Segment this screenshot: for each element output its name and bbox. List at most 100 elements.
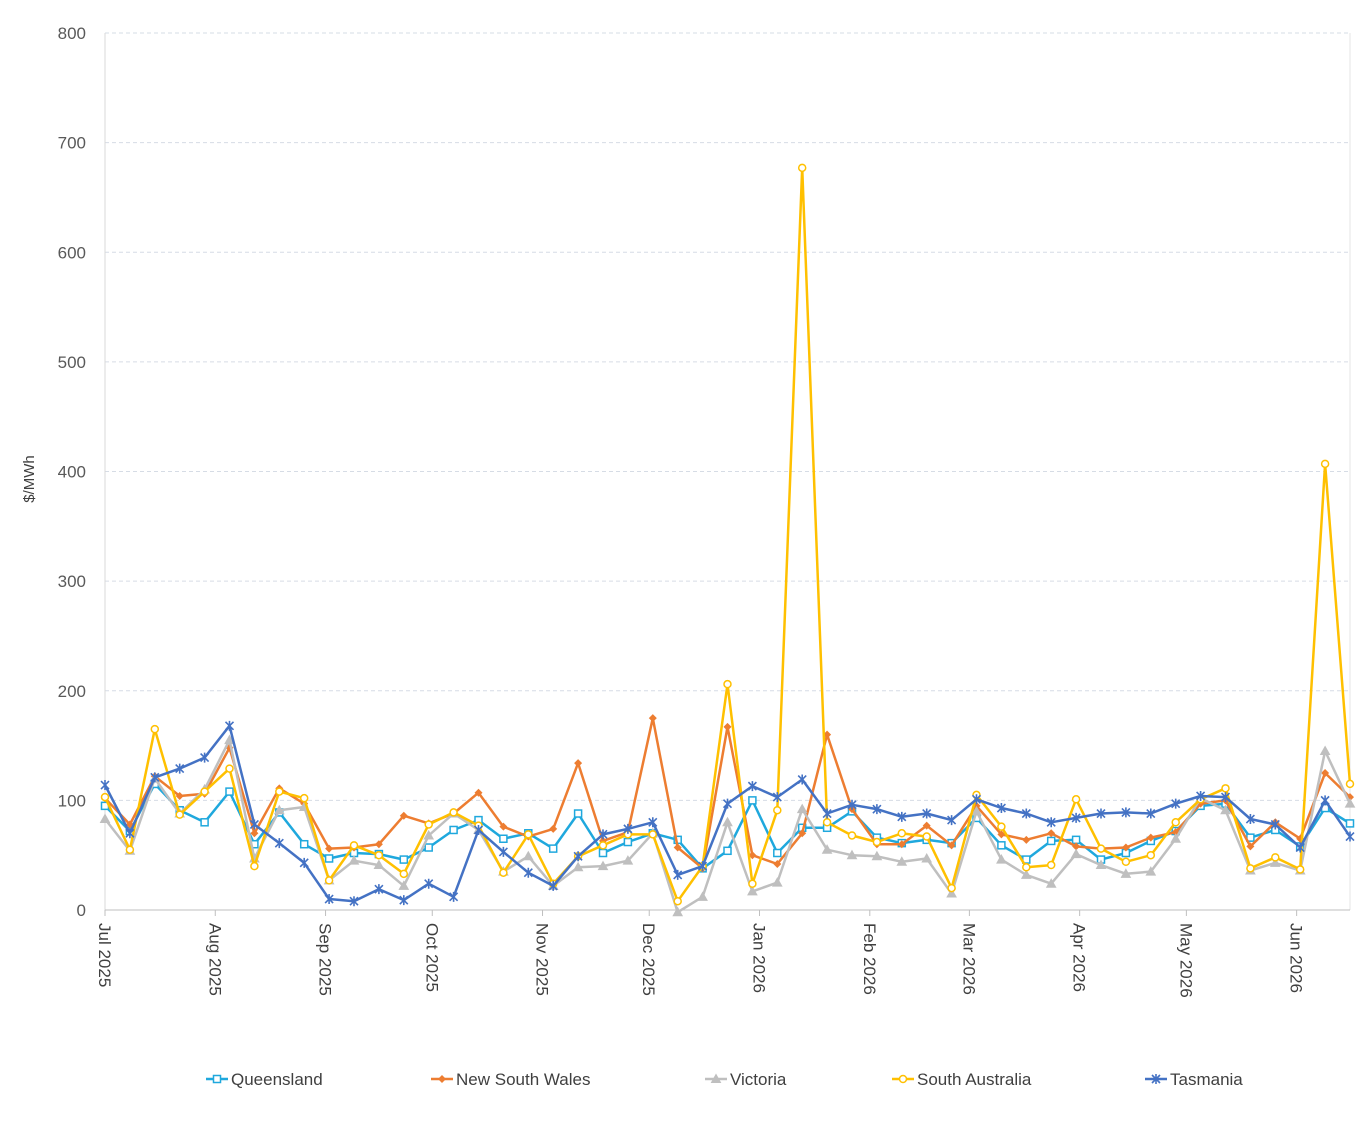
data-point-south-australia — [872, 837, 882, 847]
data-point-victoria — [996, 854, 1007, 864]
data-point-tasmania — [1171, 798, 1181, 809]
legend-item-queensland: Queensland — [206, 1070, 323, 1089]
legend-item-victoria: Victoria — [705, 1070, 787, 1089]
data-point-tasmania — [399, 895, 409, 906]
data-point-tasmania — [673, 869, 683, 880]
data-point-south-australia — [1271, 853, 1280, 862]
data-point-tasmania — [747, 781, 757, 792]
data-point-tasmania — [648, 817, 658, 828]
data-point-south-australia — [598, 841, 608, 850]
data-point-south-australia — [1121, 857, 1131, 867]
x-tick-label: Jan 2026 — [750, 923, 769, 993]
y-tick-label: 0 — [77, 901, 86, 920]
y-tick-label: 600 — [58, 243, 86, 262]
data-point-south-australia — [1022, 862, 1031, 872]
data-point-south-australia — [748, 879, 757, 888]
series-group — [99, 163, 1356, 917]
data-point-victoria — [1269, 857, 1281, 867]
data-point-queensland — [424, 843, 433, 852]
data-point-new-south-wales — [325, 844, 334, 853]
legend-marker-new-south-wales — [438, 1075, 446, 1083]
data-point-new-south-wales — [648, 714, 657, 723]
series-tasmania — [100, 720, 1355, 907]
data-point-tasmania — [1021, 808, 1031, 819]
data-point-south-australia — [1320, 459, 1330, 469]
data-point-south-australia — [125, 845, 135, 854]
data-point-tasmania — [996, 803, 1006, 814]
data-point-tasmania — [449, 891, 459, 902]
data-point-new-south-wales — [1072, 842, 1081, 851]
axes — [104, 33, 1351, 911]
data-point-south-australia — [1146, 850, 1156, 860]
data-point-queensland — [623, 837, 633, 847]
data-point-south-australia — [200, 787, 209, 796]
data-point-tasmania — [349, 896, 359, 907]
data-point-victoria — [1120, 868, 1132, 878]
data-point-south-australia — [524, 830, 533, 839]
data-point-tasmania — [1345, 831, 1355, 842]
data-point-queensland — [723, 846, 732, 856]
data-point-tasmania — [200, 752, 210, 763]
x-tick-label: May 2026 — [1176, 923, 1195, 998]
data-point-new-south-wales — [897, 840, 906, 849]
data-point-new-south-wales — [1246, 842, 1255, 851]
data-point-new-south-wales — [549, 824, 558, 833]
data-point-south-australia — [1295, 865, 1305, 874]
data-point-tasmania — [150, 772, 160, 783]
x-tick-label: Nov 2025 — [533, 923, 552, 996]
data-point-queensland — [573, 809, 583, 818]
y-tick-label: 400 — [58, 463, 86, 482]
data-point-tasmania — [971, 794, 982, 805]
data-point-tasmania — [1121, 807, 1131, 818]
y-tick-label: 700 — [58, 134, 86, 153]
data-point-new-south-wales — [574, 759, 583, 768]
y-tick-label: 500 — [58, 353, 86, 372]
data-point-victoria — [672, 906, 684, 917]
data-point-victoria — [597, 860, 609, 871]
data-point-victoria — [1070, 848, 1082, 859]
data-point-victoria — [697, 891, 708, 901]
x-tick-label: Feb 2026 — [860, 923, 879, 995]
x-tick-label: Apr 2026 — [1070, 923, 1089, 992]
data-point-queensland — [299, 839, 309, 849]
data-point-new-south-wales — [250, 829, 259, 838]
y-tick-label: 100 — [58, 791, 86, 810]
data-point-victoria — [1020, 869, 1032, 879]
data-point-south-australia — [847, 831, 857, 840]
data-point-south-australia — [449, 808, 458, 817]
data-point-victoria — [99, 813, 111, 824]
data-point-victoria — [821, 844, 833, 854]
data-point-victoria — [522, 850, 534, 861]
x-tick-label: Oct 2025 — [422, 923, 441, 992]
data-point-queensland — [1345, 819, 1355, 828]
data-point-tasmania — [598, 829, 608, 840]
data-point-queensland — [449, 825, 458, 835]
data-point-tasmania — [797, 774, 807, 785]
data-point-victoria — [348, 855, 360, 865]
legend-marker-queensland — [212, 1074, 222, 1084]
data-point-south-australia — [1221, 784, 1230, 793]
data-point-victoria — [896, 856, 908, 866]
data-point-queensland — [598, 848, 608, 858]
data-point-victoria — [846, 849, 858, 860]
legend: Queensland New South Wales Victoria South A… — [206, 1070, 1243, 1089]
data-point-tasmania — [498, 846, 508, 857]
data-point-south-australia — [499, 868, 508, 877]
data-point-south-australia — [1096, 844, 1106, 853]
legend-label: South Australia — [917, 1070, 1032, 1089]
x-tick-label: Mar 2026 — [959, 923, 978, 995]
data-point-victoria — [1095, 859, 1107, 870]
data-point-south-australia — [324, 876, 334, 885]
legend-item-new-south-wales: New South Wales — [431, 1070, 590, 1089]
legend-marker-tasmania — [1151, 1074, 1161, 1084]
data-point-south-australia — [225, 764, 234, 773]
legend-marker-victoria — [710, 1073, 722, 1083]
data-point-tasmania — [698, 861, 708, 872]
data-point-victoria — [871, 850, 883, 861]
y-axis-ticks: 0 100 200 300 400 500 600 700 800 — [58, 24, 86, 920]
data-point-tasmania — [1071, 812, 1081, 823]
data-point-south-australia — [349, 841, 359, 850]
data-point-tasmania — [897, 811, 907, 822]
data-point-tasmania — [175, 763, 185, 774]
